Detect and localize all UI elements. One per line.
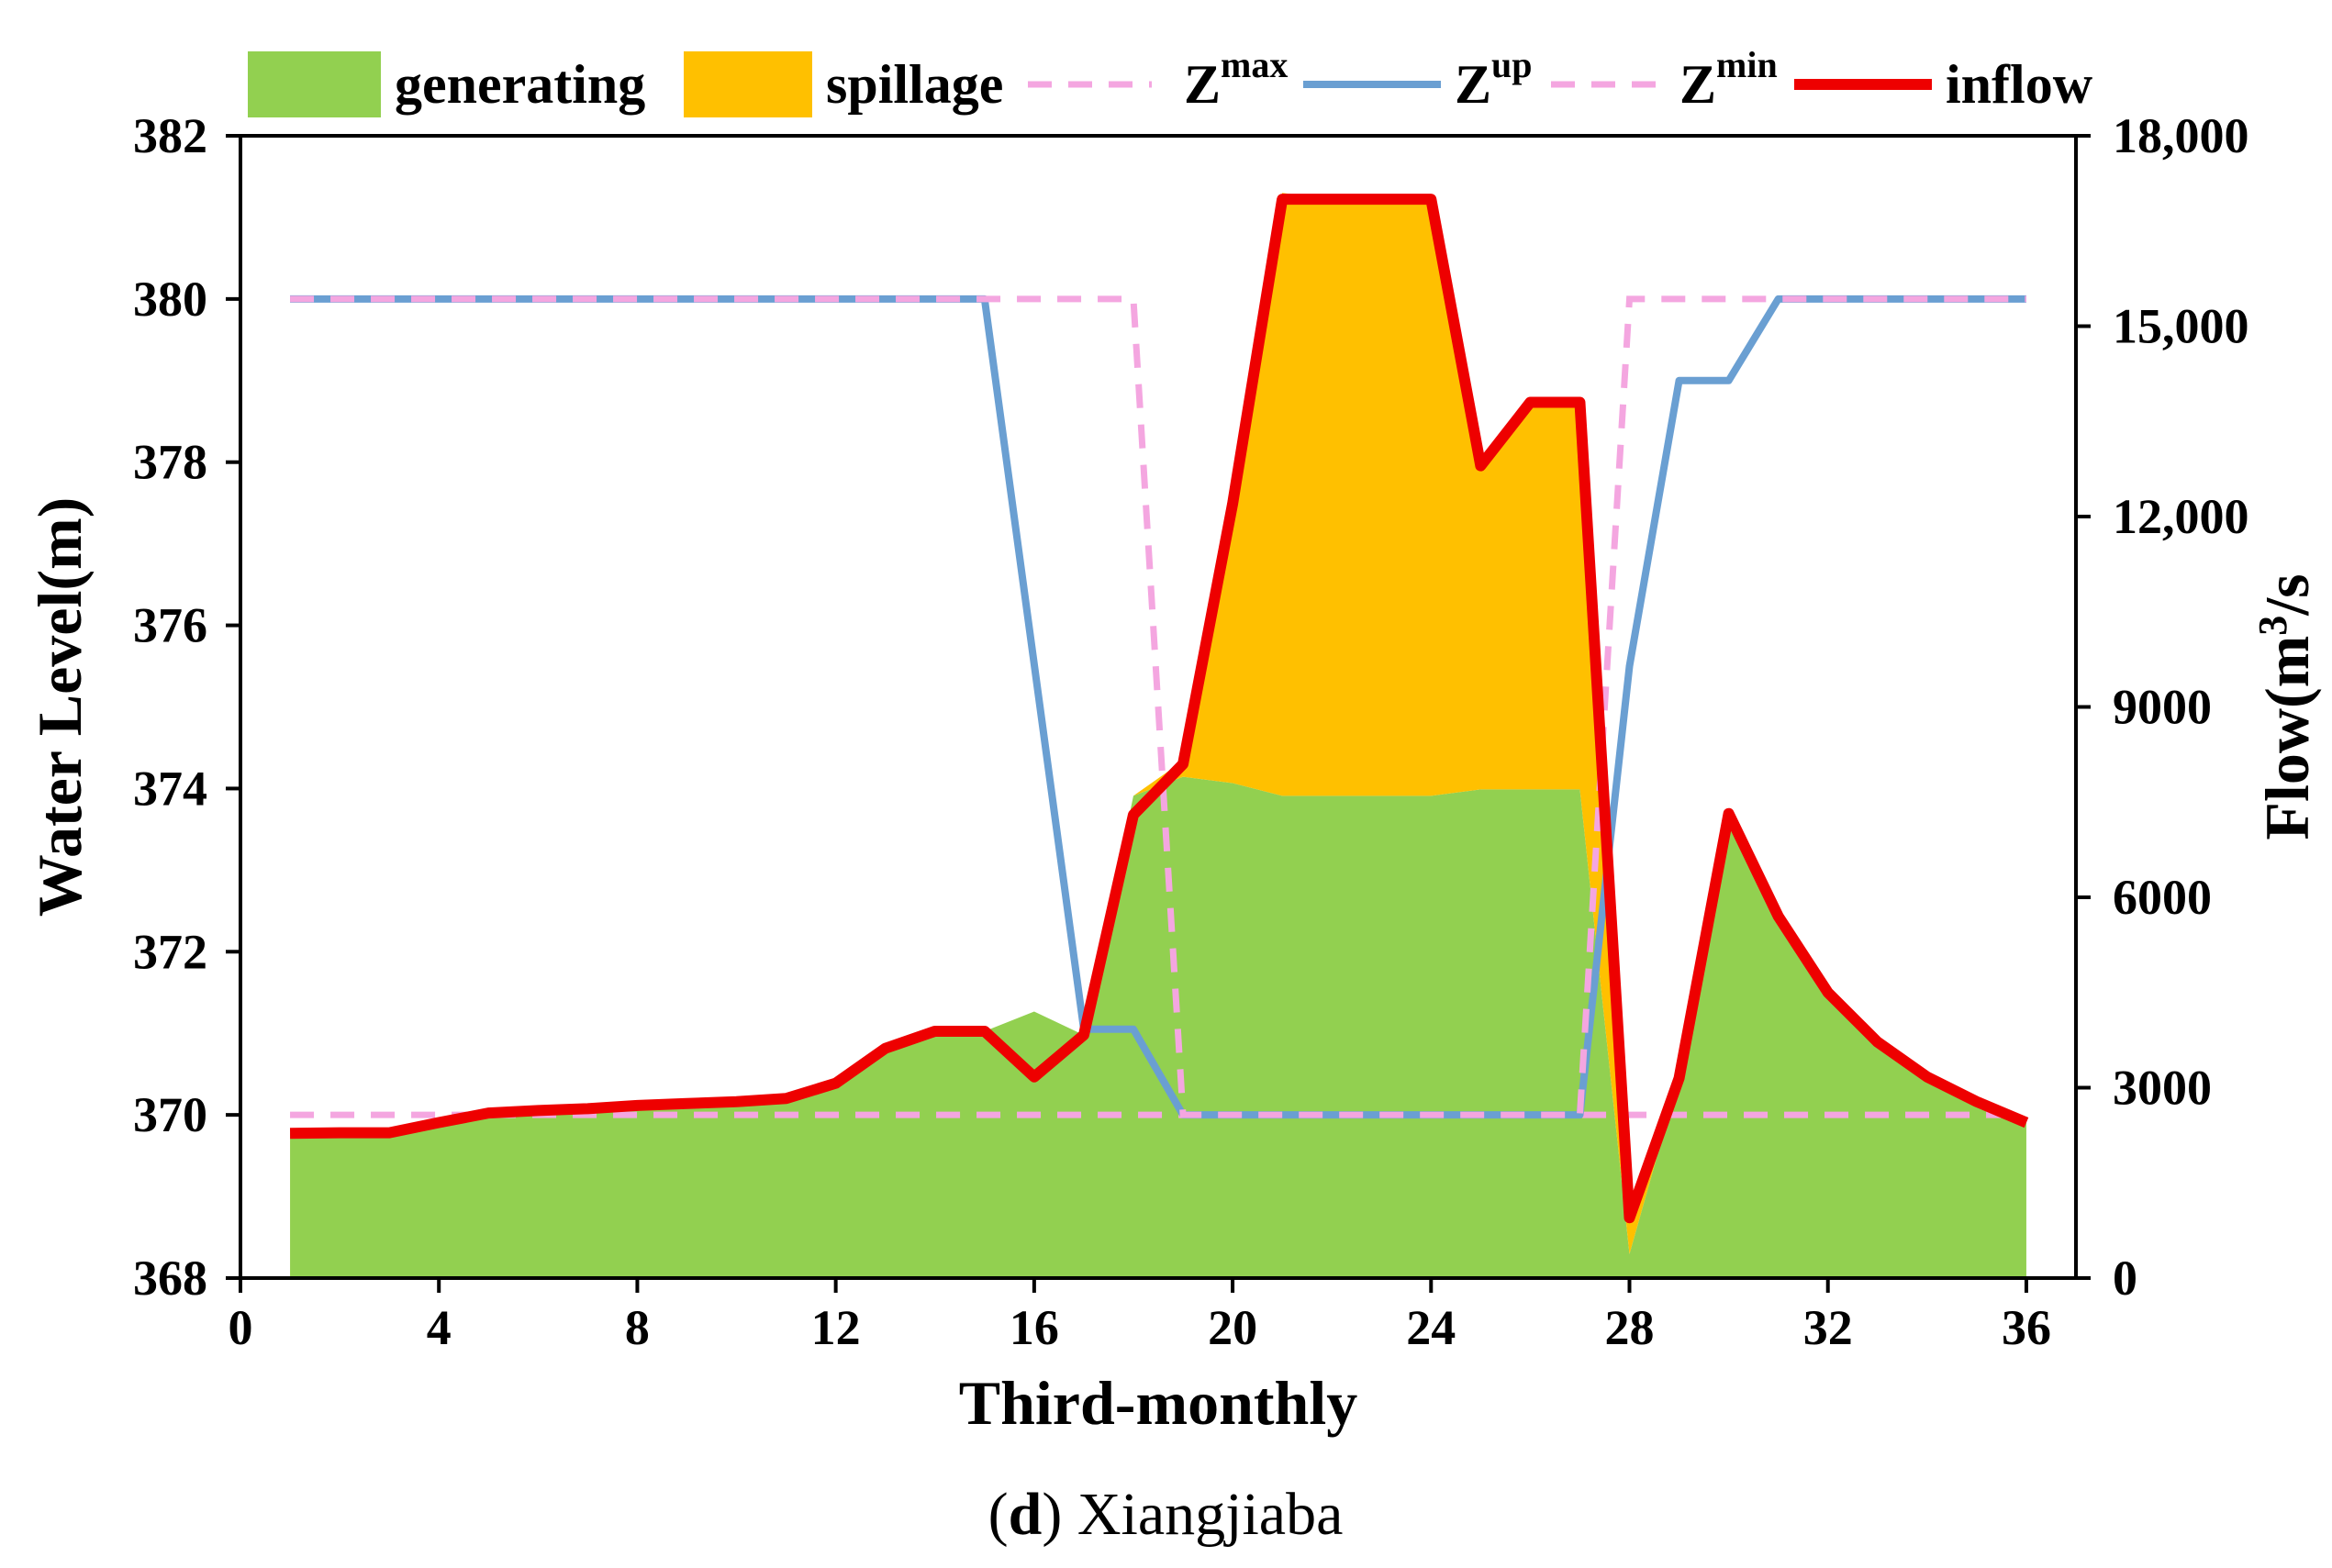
- legend-zmax-label: Zmax: [1184, 44, 1288, 115]
- caption-paren-close: ): [1042, 1481, 1077, 1548]
- legend-inflow-label: inflow: [1946, 54, 2093, 115]
- caption-paren-open: (: [988, 1481, 1009, 1548]
- legend-generating-label-text: generating: [395, 54, 645, 115]
- y-right-tick-label: 18,000: [2113, 108, 2249, 163]
- legend-spillage-label: spillage: [826, 54, 1003, 115]
- y-right-axis-title: Flow(m3/s: [2250, 573, 2322, 840]
- legend-zup-label-superscript: up: [1491, 44, 1533, 85]
- x-tick-label: 36: [2002, 1300, 2051, 1355]
- legend-zmin-label-text: Z: [1679, 54, 1716, 115]
- x-tick-label: 32: [1803, 1300, 1853, 1355]
- x-tick-label: 20: [1208, 1300, 1257, 1355]
- legend: generating spillage Zmax Zup Zmin inflow: [248, 44, 2093, 117]
- legend-zup-label: Zup: [1455, 44, 1533, 115]
- y-left-tick-label: 382: [133, 108, 207, 163]
- y-right-tick-label: 12,000: [2113, 489, 2249, 544]
- x-tick-label: 28: [1605, 1300, 1655, 1355]
- caption-letter: d: [1009, 1481, 1043, 1548]
- y-right-title-prefix: Flow(m: [2252, 636, 2322, 840]
- y-right-tick-label: 0: [2113, 1251, 2137, 1306]
- zmax-line: [290, 295, 2026, 1118]
- legend-zmax-label-superscript: max: [1221, 44, 1288, 85]
- inflow-line: [289, 194, 2029, 1224]
- y-left-tick-label: 370: [133, 1087, 207, 1142]
- x-tick-label: 24: [1406, 1300, 1456, 1355]
- legend-inflow-label-text: inflow: [1946, 54, 2093, 115]
- y-right-title-suffix: /s: [2252, 573, 2322, 616]
- figure-caption: (d) Xiangjiaba: [988, 1481, 1344, 1548]
- caption-name: Xiangjiaba: [1077, 1481, 1344, 1548]
- legend-zmin-label-superscript: min: [1716, 44, 1778, 85]
- legend-zmax-label-text: Z: [1184, 54, 1221, 115]
- x-tick-label: 8: [625, 1300, 650, 1355]
- y-left-tick-label: 374: [133, 761, 207, 816]
- y-right-tick-label: 15,000: [2113, 299, 2249, 354]
- axis-ticks: 0 4 8 12 16 20 24 28 32 36 368 370 372 374 376 378 380 38…: [133, 108, 2249, 1355]
- y-right-tick-label: 9000: [2113, 680, 2212, 735]
- y-left-tick-label: 368: [133, 1251, 207, 1306]
- x-tick-label: 16: [1010, 1300, 1059, 1355]
- y-left-tick-label: 372: [133, 924, 207, 979]
- legend-spillage-swatch: [684, 51, 812, 117]
- y-left-tick-label: 380: [133, 272, 207, 327]
- x-tick-label: 4: [427, 1300, 452, 1355]
- y-right-tick-label: 6000: [2113, 870, 2212, 925]
- y-left-tick-label: 376: [133, 598, 207, 653]
- generating-area: [290, 776, 2026, 1278]
- legend-zmin-label: Zmin: [1679, 44, 1778, 115]
- legend-generating-swatch: [248, 51, 381, 117]
- y-left-tick-label: 378: [133, 435, 207, 490]
- y-right-tick-label: 3000: [2113, 1061, 2212, 1116]
- legend-spillage-label-text: spillage: [826, 54, 1003, 115]
- y-right-title-superscript: 3: [2250, 616, 2295, 636]
- flow-areas: [290, 193, 2026, 1278]
- x-axis-title: Third-monthly: [959, 1368, 1358, 1438]
- x-tick-label: 0: [229, 1300, 253, 1355]
- y-left-axis-title: Water Level(m): [25, 497, 95, 917]
- series-lines: [289, 194, 2029, 1224]
- legend-generating-label: generating: [395, 54, 645, 115]
- x-tick-label: 12: [811, 1300, 861, 1355]
- legend-zup-label-text: Z: [1455, 54, 1491, 115]
